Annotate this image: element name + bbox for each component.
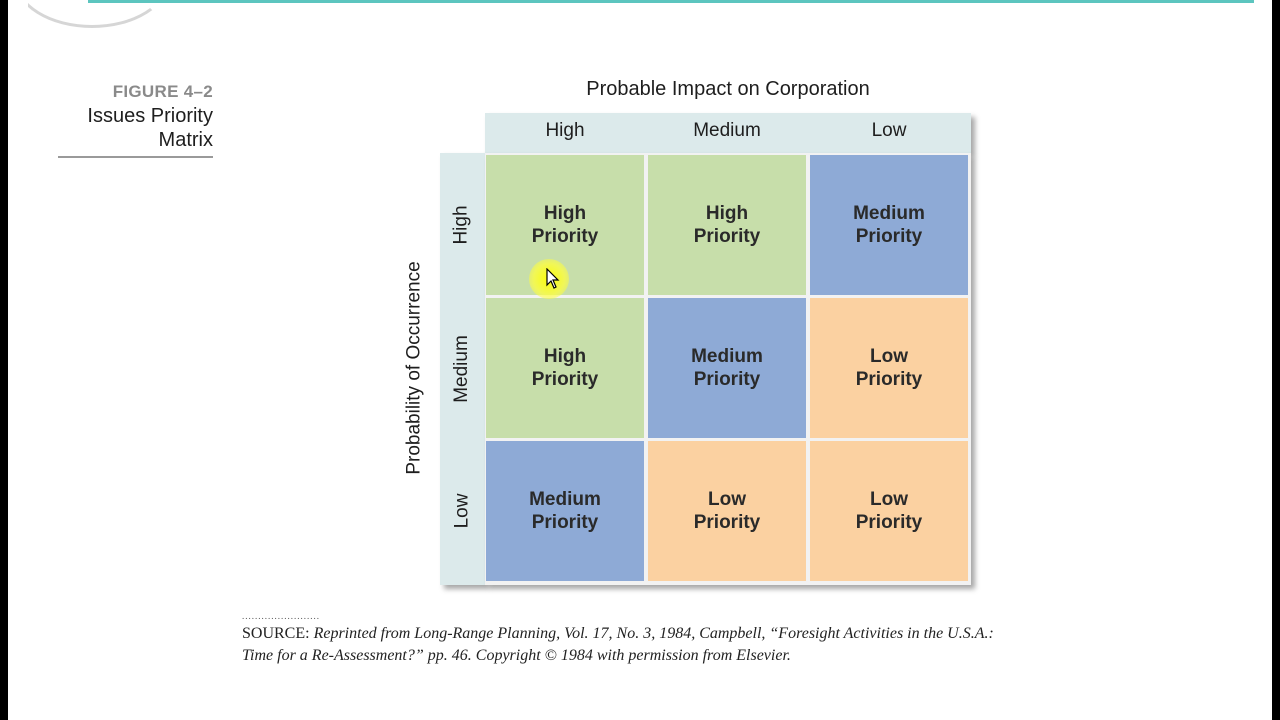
row-label-text: Medium bbox=[451, 335, 473, 403]
matrix-cell: Low Priority bbox=[810, 298, 968, 438]
priority-matrix-grid: High Priority High Priority Medium Prior… bbox=[485, 153, 971, 585]
cell-label: Medium Priority bbox=[829, 202, 949, 248]
cell-label: Low Priority bbox=[667, 488, 787, 534]
matrix-cell: Low Priority bbox=[810, 441, 968, 581]
source-citation: SOURCE: Reprinted from Long-Range Planni… bbox=[242, 623, 1172, 667]
source-text: Time for a Re-Assessment?” pp. 46. Copyr… bbox=[242, 647, 791, 664]
cell-label-line: Medium bbox=[529, 489, 601, 510]
cell-label-line: Low bbox=[708, 489, 746, 510]
figure-divider bbox=[58, 156, 213, 158]
top-accent-rule bbox=[88, 0, 1254, 3]
slide-page: FIGURE 4–2 Issues Priority Matrix Probab… bbox=[8, 0, 1272, 720]
row-label-text: High bbox=[451, 205, 473, 245]
cell-label-line: Priority bbox=[693, 512, 761, 533]
source-text: Reprinted from Long-Range Planning, Vol.… bbox=[313, 625, 994, 642]
matrix-cell: Medium Priority bbox=[486, 441, 644, 581]
column-label-low: Low bbox=[871, 120, 907, 141]
cell-label-line: Medium bbox=[691, 346, 763, 367]
matrix-cell: Low Priority bbox=[648, 441, 806, 581]
row-header-bar: High Medium Low bbox=[440, 153, 485, 585]
cell-label: High Priority bbox=[505, 345, 625, 391]
cell-label: Medium Priority bbox=[505, 488, 625, 534]
cell-label-line: High bbox=[543, 346, 587, 367]
cell-label-line: Priority bbox=[531, 512, 599, 533]
matrix-cell: High Priority bbox=[648, 155, 806, 295]
cell-label-line: Low bbox=[870, 346, 908, 367]
cell-label-line: Priority bbox=[693, 226, 761, 247]
cell-label-line: High bbox=[543, 203, 587, 224]
cell-label-line: Low bbox=[870, 489, 908, 510]
column-header-bar: High Medium Low bbox=[485, 113, 971, 153]
figure-title-line: Matrix bbox=[158, 129, 213, 151]
cell-label: Low Priority bbox=[829, 488, 949, 534]
figure-title-line: Issues Priority bbox=[87, 105, 213, 127]
cell-label: High Priority bbox=[505, 202, 625, 248]
mouse-pointer-icon bbox=[546, 268, 560, 289]
cell-label-line: Priority bbox=[855, 512, 923, 533]
source-line: SOURCE: Reprinted from Long-Range Planni… bbox=[242, 623, 1172, 645]
row-label-text: Low bbox=[451, 493, 473, 529]
cell-label-line: Medium bbox=[853, 203, 925, 224]
source-label: SOURCE: bbox=[242, 625, 310, 642]
decorative-arc bbox=[14, 0, 170, 28]
matrix-cell: Medium Priority bbox=[648, 298, 806, 438]
top-axis-title: Probable Impact on Corporation bbox=[586, 78, 870, 100]
cell-label-line: Priority bbox=[693, 369, 761, 390]
cell-label: Medium Priority bbox=[667, 345, 787, 391]
cell-label-line: Priority bbox=[855, 226, 923, 247]
cell-label: High Priority bbox=[667, 202, 787, 248]
side-axis-title-text: Probability of Occurrence bbox=[404, 261, 426, 475]
cell-label-line: High bbox=[705, 203, 749, 224]
column-label-high: High bbox=[545, 120, 585, 141]
source-separator: ........................ bbox=[242, 611, 320, 621]
cell-label-line: Priority bbox=[531, 226, 599, 247]
figure-title: Issues Priority Matrix bbox=[58, 104, 213, 152]
cell-label-line: Priority bbox=[531, 369, 599, 390]
matrix-cell: Medium Priority bbox=[810, 155, 968, 295]
cell-label: Low Priority bbox=[829, 345, 949, 391]
column-label-medium: Medium bbox=[693, 120, 761, 141]
matrix-cell: High Priority bbox=[486, 298, 644, 438]
cell-label-line: Priority bbox=[855, 369, 923, 390]
figure-number: FIGURE 4–2 bbox=[112, 82, 213, 101]
